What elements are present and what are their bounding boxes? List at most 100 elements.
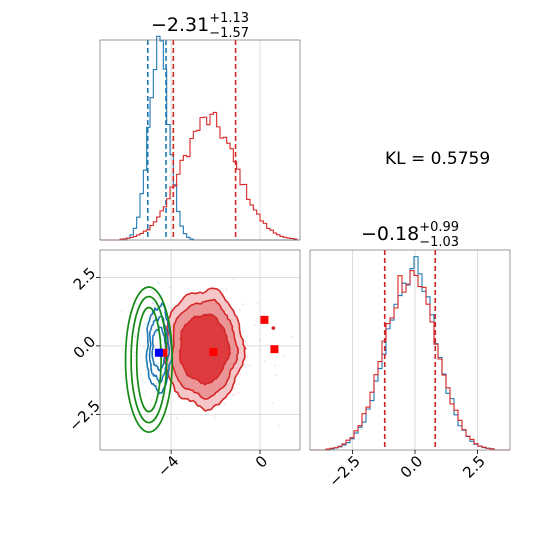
marginal-2-x-ticks: −2.5 0.0 2.5 <box>325 450 489 491</box>
joint-red-marker <box>260 315 269 324</box>
joint-scatter-point <box>144 369 147 371</box>
joint-red-marker <box>209 347 218 356</box>
marginal-2-title-lower: −1.03 <box>419 235 459 250</box>
joint-scatter-point <box>152 302 155 304</box>
joint-scatter-point <box>137 398 140 401</box>
joint-scatter-point <box>121 310 123 312</box>
joint-y-tick-label: −2.5 <box>65 397 103 435</box>
joint-scatter-point <box>154 372 156 375</box>
marginal-1-title-lower: −1.57 <box>209 26 249 41</box>
joint-scatter-point <box>157 311 160 313</box>
joint-scatter-point <box>157 362 160 365</box>
joint-scatter-point <box>258 348 260 351</box>
joint-scatter-point <box>141 378 144 381</box>
joint-scatter-point <box>170 307 173 310</box>
joint-scatter-point <box>271 402 274 404</box>
joint-scatter-point <box>149 323 152 326</box>
joint-scatter-point <box>170 308 173 311</box>
joint-red-contour <box>178 313 231 386</box>
joint-scatter-point <box>134 335 137 338</box>
joint-green-ellipse <box>135 306 162 413</box>
joint-scatter-point <box>144 381 146 384</box>
marginal-1-histograms <box>100 35 300 241</box>
marginal-2-x-tick-label: 2.5 <box>459 452 489 482</box>
joint-red-marker <box>159 348 168 357</box>
marginal-2-x-tick-label: −2.5 <box>325 452 363 490</box>
joint-scatter-point <box>143 346 145 349</box>
joint-scatter-point <box>202 233 204 235</box>
joint-scatter-point <box>233 387 235 390</box>
marginal-1-title: −2.31+1.13 −1.57 <box>151 11 249 41</box>
joint-scatter-point <box>256 303 259 305</box>
joint-red-marker <box>270 345 279 354</box>
joint-scatter-point <box>151 301 154 304</box>
joint-scatter-point <box>231 394 234 396</box>
joint-scatter-point <box>248 364 251 367</box>
joint-scatter-point <box>238 309 241 311</box>
joint-blue-marker <box>154 348 163 357</box>
marginal-1-title-value: −2.31 <box>151 14 209 36</box>
joint-scatter-point <box>274 374 277 376</box>
joint-scatter-point <box>244 364 246 366</box>
joint-scatter-point <box>151 398 153 401</box>
joint-scatter-point <box>274 364 276 367</box>
joint-scatter-point <box>158 297 160 300</box>
joint-scatter-point <box>133 355 135 357</box>
joint-y-tick-label: 2.5 <box>70 264 100 294</box>
marginal-1-frame <box>99 39 301 241</box>
joint-scatter-point <box>143 323 146 325</box>
marginal-1-histogram-step <box>100 35 300 241</box>
joint-frame <box>99 249 301 451</box>
joint-blue-contour <box>151 326 168 372</box>
joint-scatter-point <box>225 288 228 291</box>
joint-scatter-point <box>157 281 159 283</box>
joint-scatter-point <box>172 304 174 306</box>
joint-scatter-point <box>155 361 157 364</box>
joint-scatter-point <box>139 354 141 356</box>
joint-scatter-point <box>154 325 156 327</box>
joint-scatter-point <box>157 297 159 300</box>
joint-scatter-point <box>145 341 148 344</box>
joint-scatter-point <box>151 316 153 319</box>
joint-contour-panel: −4 0 −2.5 0.0 2.5 <box>65 233 301 480</box>
marginal-2-frame <box>309 249 511 451</box>
marginal-histogram-param-2: −2.5 0.0 2.5 −0.18+0.99 −1.03 <box>309 220 511 491</box>
marginal-2-histogram-step <box>310 256 510 451</box>
joint-scatter-point <box>259 338 262 341</box>
joint-scatter-point <box>134 351 136 354</box>
joint-x-tick-label: −4 <box>154 452 182 480</box>
joint-scatter-point <box>237 391 240 394</box>
joint-scatter-point <box>283 355 285 357</box>
joint-scatter-point <box>134 372 137 374</box>
joint-scatter-point <box>157 400 159 402</box>
joint-scatter-point <box>169 286 171 288</box>
joint-scatter-point <box>239 373 241 376</box>
joint-scatter-point <box>163 381 165 383</box>
joint-scatter-point <box>158 347 160 349</box>
marginal-1-grid <box>170 40 261 240</box>
marginal-2-title-value: −0.18 <box>361 223 419 245</box>
joint-green-ellipse <box>124 286 174 434</box>
joint-scatter-point <box>233 278 235 280</box>
joint-scatter-point <box>159 323 161 326</box>
joint-scatter-point <box>233 394 236 396</box>
marginal-2-histograms <box>310 250 510 451</box>
joint-scatter-point <box>151 317 154 319</box>
marginal-2-grid <box>352 250 478 450</box>
joint-scatter-point <box>156 382 158 385</box>
joint-scatter-point <box>170 421 172 423</box>
kl-divergence-label: KL = 0.5759 <box>385 149 490 169</box>
joint-scatter-point <box>162 371 165 374</box>
marginal-2-x-tick-label: 0.0 <box>397 452 427 482</box>
joint-scatter-point <box>176 302 179 304</box>
joint-scatter-point <box>134 335 137 338</box>
joint-scatter-point <box>162 338 164 340</box>
joint-contours <box>121 233 293 434</box>
joint-scatter-point <box>151 329 154 331</box>
joint-green-ellipse <box>130 295 168 424</box>
joint-scatter-point <box>164 396 167 399</box>
joint-scatter-point <box>140 373 143 375</box>
marginal-1-histogram-step <box>100 111 300 241</box>
joint-y-ticks: −2.5 0.0 2.5 <box>65 264 103 435</box>
